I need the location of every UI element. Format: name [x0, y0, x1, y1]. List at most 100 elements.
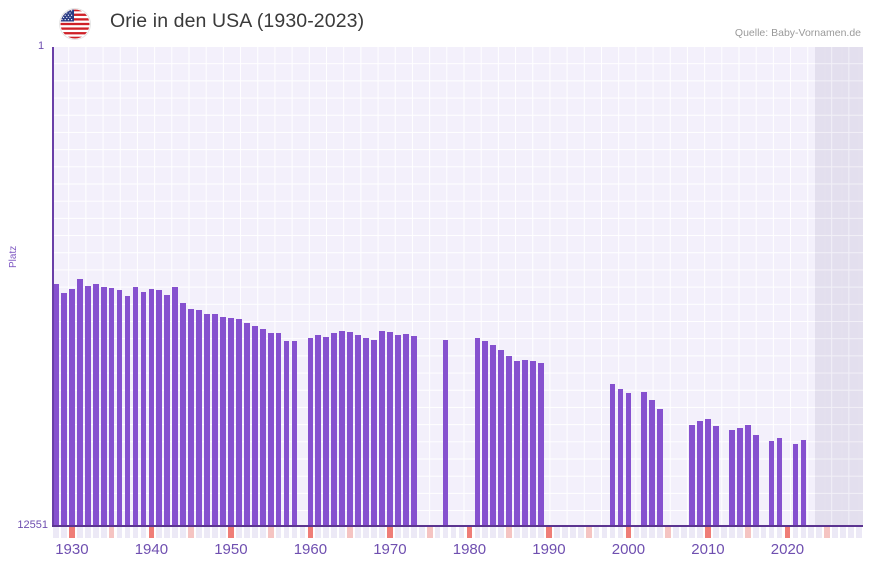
bar — [228, 318, 234, 527]
x-tick — [180, 527, 187, 538]
x-tick — [442, 527, 449, 538]
x-axis-label: 1970 — [373, 541, 407, 558]
x-tick — [53, 527, 59, 538]
plot-area — [52, 47, 863, 527]
bar — [355, 335, 361, 527]
x-tick — [538, 527, 544, 538]
x-tick — [76, 527, 83, 538]
bar — [744, 424, 751, 527]
bar — [196, 310, 202, 527]
x-tick — [506, 527, 513, 538]
x-tick — [418, 527, 425, 538]
y-axis-label-bottom: 12551 — [17, 519, 48, 531]
page-title: Orie in den USA (1930-2023) — [110, 10, 365, 32]
x-tick — [530, 527, 536, 538]
x-tick — [569, 527, 576, 538]
bar — [482, 340, 489, 527]
bar — [323, 336, 330, 527]
x-tick — [140, 527, 147, 538]
x-tick — [291, 527, 298, 538]
x-tick — [458, 527, 465, 538]
us-flag-icon — [60, 9, 90, 39]
bar — [291, 341, 298, 527]
x-tick — [212, 527, 218, 538]
bar — [657, 408, 664, 527]
x-tick — [387, 527, 393, 538]
x-tick — [259, 527, 266, 538]
x-tick — [283, 527, 290, 538]
bar — [220, 316, 226, 527]
x-tick — [267, 527, 274, 538]
bar — [61, 292, 67, 527]
x-tick — [196, 527, 202, 538]
bar — [498, 350, 505, 527]
x-tick — [466, 527, 473, 538]
bar — [792, 443, 799, 527]
bar — [379, 330, 385, 527]
y-axis-title: Platz — [8, 245, 19, 268]
x-tick — [705, 527, 711, 538]
x-tick — [235, 527, 242, 538]
x-tick — [728, 527, 735, 538]
x-tick — [395, 527, 401, 538]
bar — [164, 294, 171, 527]
future-shaded-band — [815, 47, 863, 527]
bar — [212, 314, 218, 527]
x-tick — [665, 527, 672, 538]
bar — [705, 418, 711, 527]
x-tick — [426, 527, 433, 538]
x-tick — [840, 527, 846, 538]
x-tick — [371, 527, 377, 538]
source-attribution: Quelle: Baby-Vornamen.de — [734, 27, 861, 39]
x-axis-ticks — [52, 527, 863, 539]
x-tick — [490, 527, 497, 538]
bar-series — [52, 47, 863, 527]
bar — [689, 424, 695, 527]
bar — [204, 313, 210, 527]
x-axis-label: 1990 — [532, 541, 566, 558]
bar — [53, 283, 59, 527]
bar — [410, 335, 417, 527]
x-axis-label: 2000 — [611, 541, 646, 558]
bar — [92, 283, 99, 527]
x-tick — [339, 527, 346, 538]
bar — [609, 383, 616, 527]
x-tick — [832, 527, 839, 538]
bar — [514, 361, 520, 527]
x-tick — [156, 527, 163, 538]
bar — [339, 331, 346, 527]
x-tick — [220, 527, 226, 538]
bar — [100, 287, 107, 527]
x-tick — [228, 527, 234, 538]
x-tick — [92, 527, 99, 538]
y-axis-line — [52, 47, 54, 527]
x-tick — [108, 527, 115, 538]
x-tick — [514, 527, 520, 538]
bar — [776, 437, 783, 527]
x-tick — [546, 527, 552, 538]
chart-header: Orie in den USA (1930-2023) Quelle: Baby… — [0, 0, 873, 46]
x-tick — [697, 527, 703, 538]
x-tick — [554, 527, 560, 538]
x-tick — [617, 527, 624, 538]
x-tick — [720, 527, 727, 538]
bar — [490, 345, 497, 527]
bar — [283, 340, 290, 527]
x-tick — [363, 527, 369, 538]
x-tick — [609, 527, 616, 538]
x-tick — [331, 527, 338, 538]
x-tick — [593, 527, 600, 538]
bar — [156, 289, 163, 527]
bar — [132, 286, 139, 527]
x-tick — [768, 527, 775, 538]
x-tick — [307, 527, 314, 538]
bar — [800, 439, 807, 527]
x-tick — [585, 527, 592, 538]
bar — [124, 296, 131, 527]
x-tick — [498, 527, 505, 538]
bar — [347, 332, 354, 527]
bar — [69, 288, 75, 527]
x-tick — [275, 527, 282, 538]
x-tick — [633, 527, 640, 538]
bar — [116, 289, 123, 527]
